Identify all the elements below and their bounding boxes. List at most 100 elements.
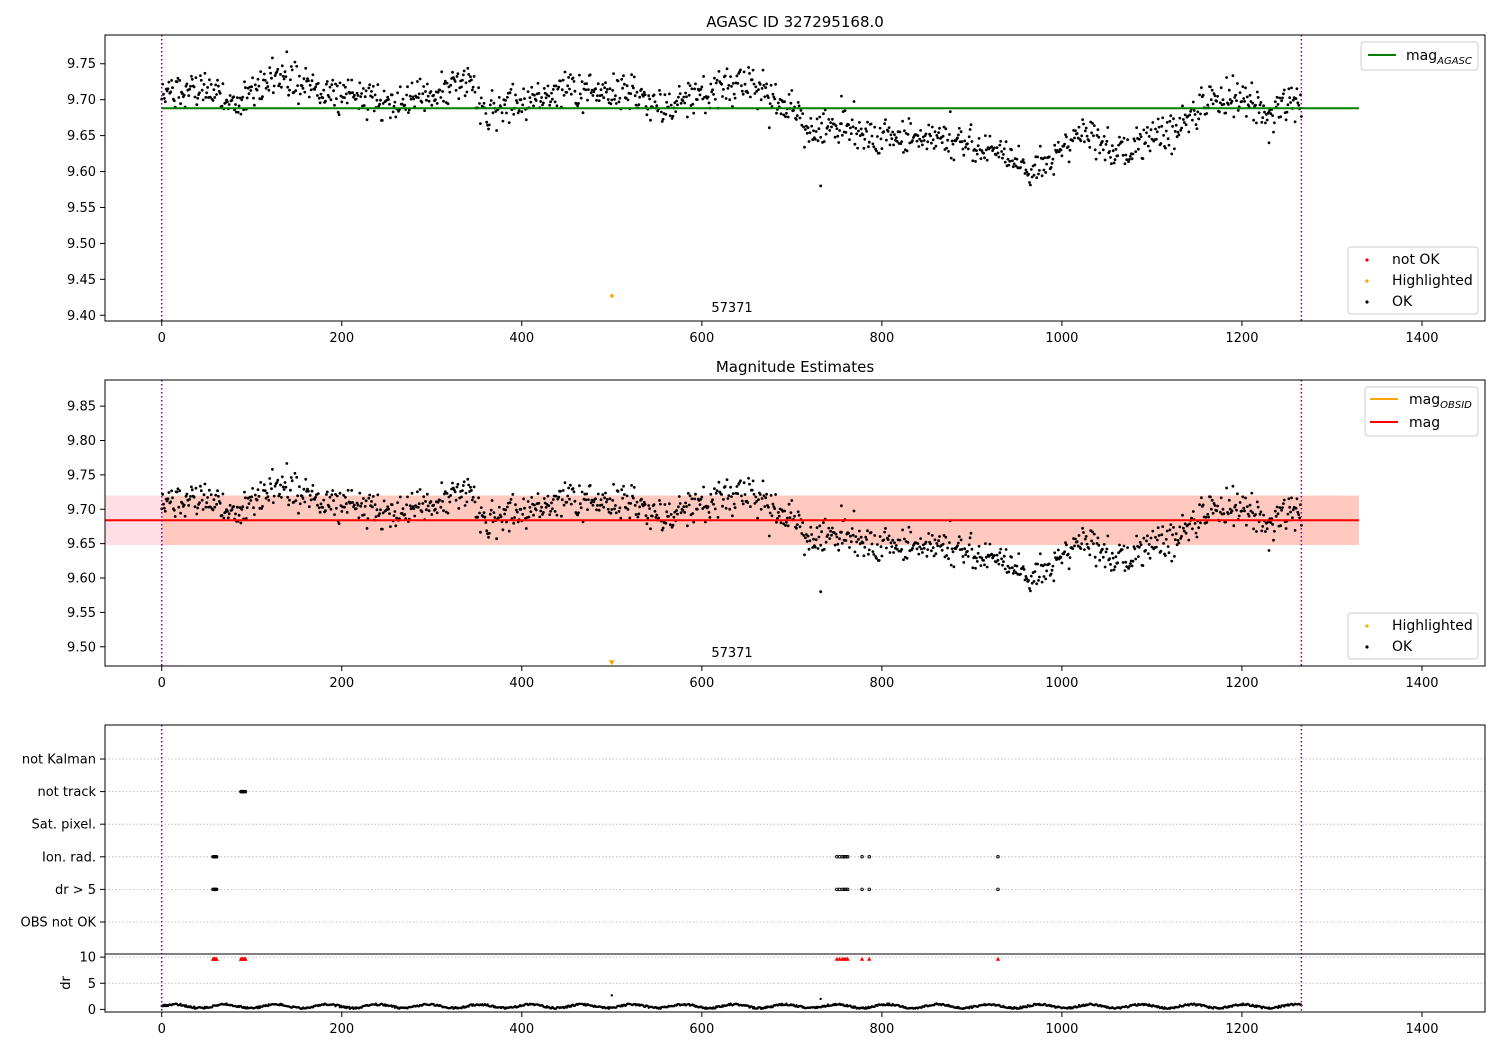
ok-point	[1176, 130, 1180, 134]
ok-point	[612, 482, 615, 486]
ok-point	[851, 125, 855, 129]
ok-point	[938, 535, 941, 538]
ok-point	[509, 88, 513, 91]
ok-point	[451, 70, 454, 74]
ok-point	[840, 133, 844, 137]
ok-point	[1182, 121, 1186, 124]
ok-point	[1260, 529, 1264, 533]
ok-point	[573, 89, 577, 93]
ok-point	[677, 505, 680, 509]
ok-point	[856, 554, 859, 557]
ok-point	[1077, 125, 1081, 129]
ok-point	[873, 125, 877, 129]
ok-point	[977, 137, 981, 140]
ok-point	[829, 529, 832, 533]
ok-point	[740, 84, 743, 88]
ok-point	[1132, 545, 1136, 549]
ok-point	[1180, 534, 1183, 538]
ok-point	[163, 97, 166, 100]
ok-point	[208, 78, 211, 82]
ok-point	[578, 484, 581, 488]
ok-point	[592, 90, 596, 94]
ok-point	[668, 114, 672, 118]
ok-point	[521, 512, 525, 516]
ok-point	[241, 505, 245, 509]
ok-point	[1167, 551, 1171, 555]
ok-point	[1230, 509, 1234, 513]
flag-point	[837, 887, 842, 892]
ok-point	[891, 130, 895, 134]
ok-point	[396, 91, 399, 95]
ok-point	[831, 526, 834, 530]
ok-point	[405, 503, 408, 507]
ok-point	[400, 102, 404, 106]
ok-point	[221, 492, 225, 496]
ok-point	[316, 492, 320, 495]
ok-point	[408, 504, 412, 508]
ok-point	[717, 480, 721, 484]
ok-point	[1030, 175, 1034, 179]
ok-point	[730, 85, 733, 88]
ok-point	[1232, 524, 1236, 528]
ok-point	[909, 122, 913, 125]
ok-point	[885, 546, 888, 550]
ok-point	[358, 81, 362, 85]
ok-point	[774, 82, 777, 86]
ok-point	[378, 512, 381, 515]
ok-point	[560, 514, 563, 518]
ok-point	[1121, 153, 1125, 157]
ok-point	[948, 110, 952, 113]
ok-point	[1272, 130, 1275, 134]
ok-point	[267, 88, 271, 92]
ok-point	[410, 491, 414, 495]
ok-point	[1191, 118, 1194, 122]
ok-point	[1192, 109, 1196, 112]
ok-point	[477, 496, 480, 500]
ok-point	[443, 492, 446, 496]
ok-point	[522, 497, 525, 501]
ok-point	[167, 491, 171, 494]
ok-point	[554, 84, 558, 88]
ok-point	[605, 88, 609, 91]
ok-point	[202, 83, 206, 86]
ok-point	[884, 527, 887, 530]
ok-point	[964, 145, 967, 149]
x-tick-label: 200	[329, 331, 354, 346]
ok-point	[217, 494, 220, 498]
ok-point	[568, 87, 571, 91]
ok-point	[1155, 137, 1158, 141]
ok-point	[411, 95, 415, 99]
x-tick-label: 400	[509, 676, 534, 691]
ok-point	[1021, 158, 1025, 162]
x-tick-label: 1200	[1225, 331, 1258, 346]
ok-point	[476, 515, 480, 519]
ok-point	[1271, 523, 1274, 526]
ok-point	[528, 505, 532, 509]
ok-point	[948, 541, 951, 544]
ok-point	[921, 551, 924, 554]
ok-point	[1001, 156, 1004, 160]
ok-point	[1159, 142, 1163, 145]
ok-point	[567, 76, 570, 79]
ok-point	[636, 515, 640, 519]
ok-point	[1096, 128, 1100, 132]
ok-point	[889, 133, 893, 137]
ok-point	[916, 134, 920, 138]
ok-point	[621, 496, 624, 500]
ok-point	[1160, 533, 1164, 537]
ok-point	[764, 86, 768, 89]
ok-point	[1258, 103, 1262, 107]
ok-point	[754, 85, 758, 89]
ok-point	[1275, 505, 1279, 509]
ok-point	[300, 494, 304, 498]
flag-point	[844, 887, 848, 892]
ok-point	[166, 497, 170, 501]
ok-point	[1211, 102, 1215, 106]
ok-point	[359, 504, 363, 508]
ok-point	[259, 481, 263, 484]
ok-point	[599, 88, 603, 91]
ok-point	[1296, 510, 1300, 514]
ok-point	[1135, 534, 1138, 538]
ok-point	[1212, 502, 1216, 505]
ok-point	[316, 94, 319, 97]
